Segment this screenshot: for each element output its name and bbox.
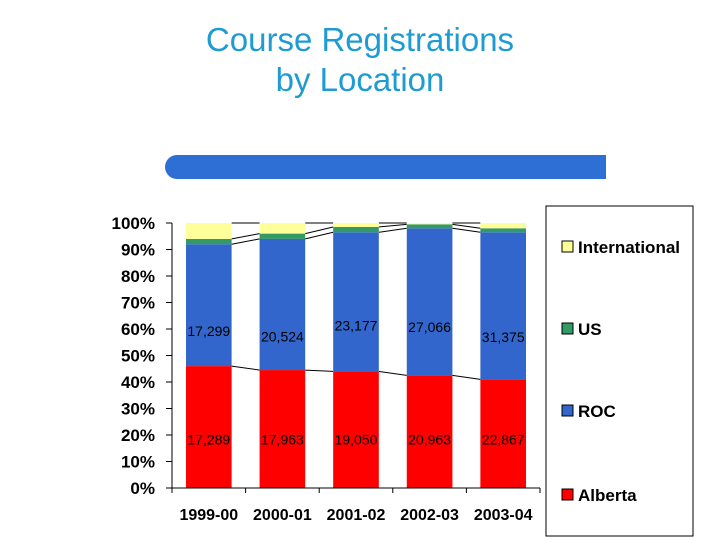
data-label-roc-1999-00: 17,299 xyxy=(187,323,230,339)
bar-roc-2002-03 xyxy=(406,228,453,376)
legend-label-us: US xyxy=(578,320,602,339)
data-label-alberta-2002-03: 20,963 xyxy=(408,431,451,447)
connector-us-0 xyxy=(231,233,260,240)
x-tick-label-2003-04: 2003-04 xyxy=(474,507,533,524)
legend-label-alberta: Alberta xyxy=(578,486,637,505)
y-tick-label-90%: 90% xyxy=(121,241,155,260)
data-label-roc-2002-03: 27,066 xyxy=(408,319,451,335)
connector-us-1 xyxy=(305,226,334,235)
chart-title: Course Registrations by Location xyxy=(0,20,720,100)
connector-roc-0 xyxy=(231,238,260,245)
y-tick-label-0%: 0% xyxy=(130,479,155,498)
bar-international-1999-00 xyxy=(185,223,232,239)
bar-roc-2003-04 xyxy=(480,232,527,380)
connector-alberta-2 xyxy=(378,370,407,376)
legend-box xyxy=(545,205,694,537)
bar-us-2000-01 xyxy=(259,233,306,239)
data-labels: 17,289 17,963 19,050 20,963 22,867 17,299 20,5… xyxy=(187,317,524,447)
chart-title-line1: Course Registrations xyxy=(205,21,515,58)
legend-swatch-alberta xyxy=(561,488,574,501)
x-tick-label-1999-00: 1999-00 xyxy=(179,507,238,524)
data-label-alberta-1999-00: 17,289 xyxy=(187,431,230,447)
connector-roc-3 xyxy=(452,227,481,233)
y-tick-label-20%: 20% xyxy=(121,426,155,445)
data-label-alberta-2000-01: 17,963 xyxy=(261,431,304,447)
y-tick-label-30%: 30% xyxy=(121,400,155,419)
legend: International US ROC Alberta xyxy=(545,205,694,537)
bar-alberta-2001-02 xyxy=(333,371,379,488)
connector-roc-2 xyxy=(378,227,407,233)
bar-alberta-2003-04 xyxy=(480,379,527,488)
bars xyxy=(185,223,527,489)
y-tick-label-10%: 10% xyxy=(121,453,155,472)
bar-international-2001-02 xyxy=(333,223,379,227)
connector-roc-1 xyxy=(305,231,334,240)
y-tick-label-100%: 100% xyxy=(112,214,155,233)
bar-alberta-2000-01 xyxy=(259,370,306,488)
data-label-alberta-2003-04: 22,867 xyxy=(482,431,525,447)
bar-us-1999-00 xyxy=(185,238,232,245)
bar-alberta-2002-03 xyxy=(406,375,453,489)
series-connector-lines xyxy=(231,222,481,380)
chart-title-line2: by Location xyxy=(275,61,445,98)
x-tick-label-2002-03: 2002-03 xyxy=(400,507,459,524)
legend-label-international: International xyxy=(578,238,680,257)
bar-us-2003-04 xyxy=(480,228,527,233)
y-tick-label-60%: 60% xyxy=(121,320,155,339)
bar-roc-2001-02 xyxy=(333,232,379,372)
connector-us-3 xyxy=(452,223,481,229)
connector-us-2 xyxy=(378,223,407,228)
y-tick-label-40%: 40% xyxy=(121,373,155,392)
x-tick-label-2000-01: 2000-01 xyxy=(253,507,312,524)
x-tick-label-2001-02: 2001-02 xyxy=(327,507,386,524)
decorative-accent-bar xyxy=(165,155,606,179)
legend-swatch-international xyxy=(561,240,574,253)
legend-swatch-us xyxy=(561,322,574,335)
y-tick-label-80%: 80% xyxy=(121,267,155,286)
axes: 0% 10% 20% 30% 40% 50% 60% 70% 80% 90% 100% 1999-00… xyxy=(112,214,541,524)
bar-roc-2000-01 xyxy=(259,238,306,371)
bar-us-2002-03 xyxy=(406,224,453,229)
bar-international-2000-01 xyxy=(259,223,306,234)
y-tick-label-50%: 50% xyxy=(121,347,155,366)
connector-alberta-0 xyxy=(231,365,260,371)
bar-roc-1999-00 xyxy=(185,244,232,367)
data-label-alberta-2001-02: 19,050 xyxy=(335,431,378,447)
connector-alberta-1 xyxy=(305,369,334,372)
bar-us-2001-02 xyxy=(333,226,379,233)
bar-alberta-1999-00 xyxy=(185,366,232,488)
data-label-roc-2000-01: 20,524 xyxy=(261,328,304,344)
bar-international-2003-04 xyxy=(480,223,527,229)
data-label-roc-2003-04: 31,375 xyxy=(482,329,525,345)
connector-alberta-3 xyxy=(452,374,481,380)
bar-international-2002-03 xyxy=(406,223,453,225)
legend-swatch-roc xyxy=(561,404,574,417)
y-tick-label-70%: 70% xyxy=(121,294,155,313)
legend-label-roc: ROC xyxy=(578,402,616,421)
data-label-roc-2001-02: 23,177 xyxy=(335,317,378,333)
